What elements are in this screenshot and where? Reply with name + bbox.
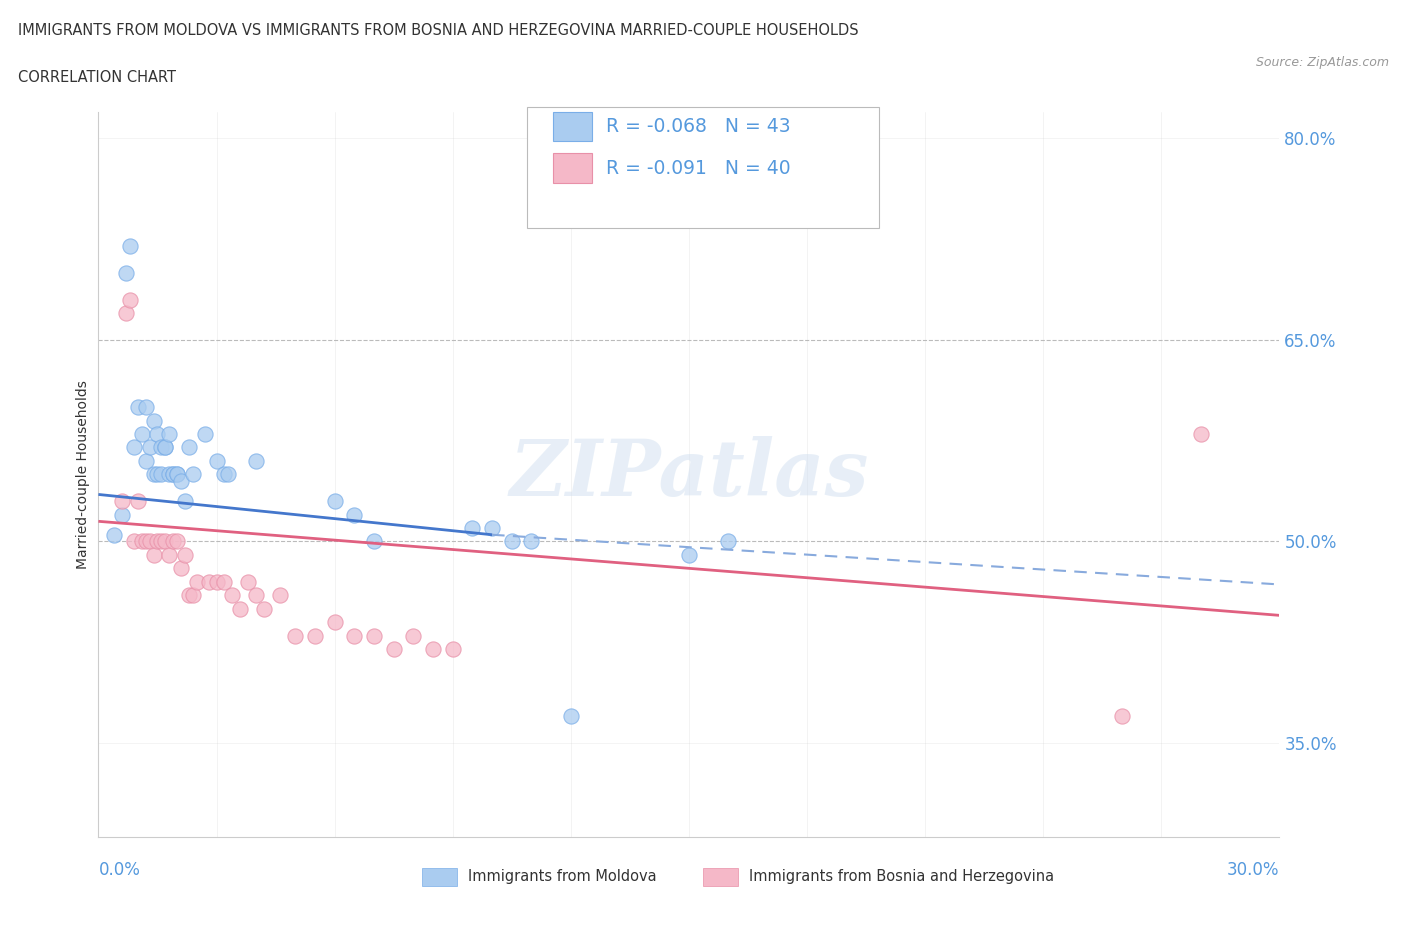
- Point: [122, 534, 145, 549]
- Point: [717, 534, 740, 549]
- Point: [441, 642, 464, 657]
- Point: [214, 575, 236, 590]
- Point: [162, 467, 184, 482]
- Point: [142, 413, 165, 428]
- Point: [1189, 427, 1212, 442]
- Point: [269, 588, 291, 603]
- Point: [157, 548, 180, 563]
- Point: [155, 440, 177, 455]
- Point: [253, 601, 276, 616]
- Point: [157, 467, 180, 482]
- Point: [236, 575, 259, 590]
- Point: [166, 467, 188, 482]
- Point: [205, 454, 228, 469]
- Point: [422, 642, 444, 657]
- Point: [343, 507, 366, 522]
- Text: R = -0.068   N = 43: R = -0.068 N = 43: [606, 117, 790, 136]
- Point: [131, 534, 153, 549]
- Point: [560, 709, 582, 724]
- Point: [481, 521, 503, 536]
- Point: [461, 521, 484, 536]
- Point: [363, 628, 385, 643]
- Point: [170, 473, 193, 488]
- Point: [115, 265, 138, 280]
- Point: [245, 588, 267, 603]
- Point: [177, 588, 200, 603]
- Point: [181, 588, 204, 603]
- Text: IMMIGRANTS FROM MOLDOVA VS IMMIGRANTS FROM BOSNIA AND HERZEGOVINA MARRIED-COUPLE: IMMIGRANTS FROM MOLDOVA VS IMMIGRANTS FR…: [18, 23, 859, 38]
- Text: 0.0%: 0.0%: [98, 860, 141, 879]
- Point: [174, 548, 197, 563]
- Point: [181, 467, 204, 482]
- Point: [111, 494, 134, 509]
- Point: [118, 238, 141, 253]
- Point: [214, 467, 236, 482]
- Text: R = -0.091   N = 40: R = -0.091 N = 40: [606, 159, 790, 178]
- Point: [122, 440, 145, 455]
- Point: [135, 534, 157, 549]
- Text: Immigrants from Bosnia and Herzegovina: Immigrants from Bosnia and Herzegovina: [749, 870, 1054, 884]
- Point: [678, 548, 700, 563]
- Text: 30.0%: 30.0%: [1227, 860, 1279, 879]
- Point: [150, 467, 173, 482]
- Point: [304, 628, 326, 643]
- Point: [245, 454, 267, 469]
- Point: [155, 534, 177, 549]
- Point: [343, 628, 366, 643]
- Point: [194, 427, 217, 442]
- Point: [221, 588, 243, 603]
- Point: [162, 467, 184, 482]
- Point: [118, 292, 141, 307]
- Point: [115, 306, 138, 321]
- Point: [135, 400, 157, 415]
- Point: [131, 427, 153, 442]
- Point: [170, 561, 193, 576]
- Point: [155, 440, 177, 455]
- Point: [363, 534, 385, 549]
- Point: [103, 527, 125, 542]
- Point: [284, 628, 307, 643]
- Point: [197, 575, 219, 590]
- Point: [150, 440, 173, 455]
- Point: [177, 440, 200, 455]
- Point: [323, 615, 346, 630]
- Point: [166, 467, 188, 482]
- Point: [157, 427, 180, 442]
- Point: [150, 534, 173, 549]
- Point: [127, 494, 149, 509]
- Point: [217, 467, 239, 482]
- Point: [520, 534, 543, 549]
- Point: [402, 628, 425, 643]
- Text: ZIPatlas: ZIPatlas: [509, 436, 869, 512]
- Point: [501, 534, 523, 549]
- Point: [127, 400, 149, 415]
- Point: [162, 534, 184, 549]
- Point: [166, 534, 188, 549]
- Point: [138, 534, 160, 549]
- Text: Immigrants from Moldova: Immigrants from Moldova: [468, 870, 657, 884]
- Point: [111, 507, 134, 522]
- Point: [382, 642, 405, 657]
- Point: [135, 454, 157, 469]
- Point: [323, 494, 346, 509]
- Point: [205, 575, 228, 590]
- Y-axis label: Married-couple Households: Married-couple Households: [76, 379, 90, 569]
- Point: [146, 534, 169, 549]
- Point: [138, 440, 160, 455]
- Text: CORRELATION CHART: CORRELATION CHART: [18, 70, 176, 85]
- Point: [146, 427, 169, 442]
- Text: Source: ZipAtlas.com: Source: ZipAtlas.com: [1256, 56, 1389, 69]
- Point: [186, 575, 208, 590]
- Point: [146, 467, 169, 482]
- Point: [142, 467, 165, 482]
- Point: [1111, 709, 1133, 724]
- Point: [174, 494, 197, 509]
- Point: [229, 601, 252, 616]
- Point: [142, 548, 165, 563]
